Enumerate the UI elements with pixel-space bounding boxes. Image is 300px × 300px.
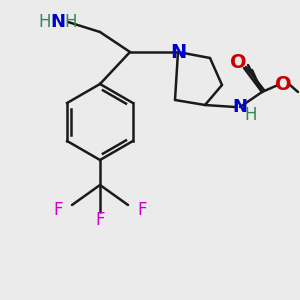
- Text: H: H: [65, 13, 77, 31]
- Text: H: H: [39, 13, 51, 31]
- Text: H: H: [245, 106, 257, 124]
- Text: N: N: [232, 98, 247, 116]
- Text: N: N: [50, 13, 65, 31]
- Text: F: F: [95, 211, 105, 229]
- Text: N: N: [170, 43, 186, 61]
- Text: O: O: [275, 76, 291, 94]
- Text: F: F: [53, 201, 63, 219]
- Text: F: F: [137, 201, 147, 219]
- Text: O: O: [230, 52, 246, 71]
